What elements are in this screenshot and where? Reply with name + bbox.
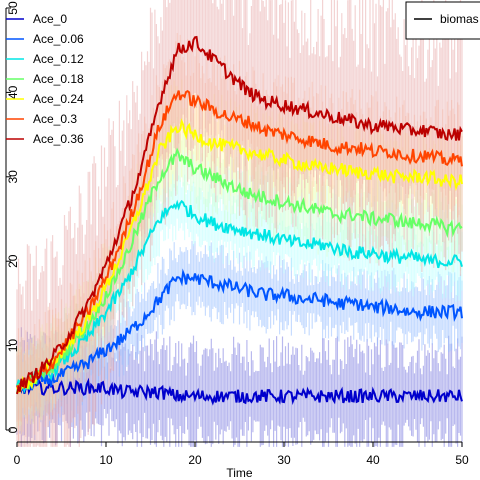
y-tick-label: 40 xyxy=(6,85,20,99)
y-tick-label: 10 xyxy=(6,339,20,353)
x-tick-label: 30 xyxy=(277,453,291,467)
y-tick-label: 0 xyxy=(6,426,20,433)
legend-label: Ace_0.18 xyxy=(33,72,84,86)
y-axis-ticks: 0 10 20 30 40 50 xyxy=(6,1,20,433)
x-tick-label: 20 xyxy=(188,453,202,467)
secondary-legend: biomas xyxy=(405,1,480,40)
y-tick-label: 20 xyxy=(6,254,20,268)
x-tick-label: 40 xyxy=(366,453,380,467)
legend-label: Ace_0.3 xyxy=(33,112,77,126)
series-legend: Ace_0 Ace_0.06 Ace_0.12 Ace_0.18 Ace_0.24 Ace… xyxy=(6,12,84,146)
x-axis-ticks: 0 10 20 30 40 50 xyxy=(14,442,469,467)
axes: 0 10 20 30 40 50 0 10 20 30 40 50 Time xyxy=(5,1,469,480)
series-lines xyxy=(16,35,463,406)
series-line-Ace_0.3 xyxy=(16,90,463,392)
series-line-Ace_0.18 xyxy=(16,147,463,394)
legend-label: Ace_0.24 xyxy=(33,92,84,106)
x-tick-label: 50 xyxy=(455,453,469,467)
y-tick-label: 30 xyxy=(6,170,20,184)
x-axis-label: Time xyxy=(226,466,253,480)
series-line-Ace_0.36 xyxy=(16,35,463,395)
series-line-Ace_0 xyxy=(16,377,463,406)
series-line-Ace_0.06 xyxy=(16,268,463,392)
legend-label: Ace_0 xyxy=(33,12,67,26)
y-tick-label: 50 xyxy=(6,1,20,15)
legend-label: Ace_0.06 xyxy=(33,32,84,46)
x-tick-label: 10 xyxy=(99,453,113,467)
legend-label: Ace_0.36 xyxy=(33,132,84,146)
series-line-Ace_0.12 xyxy=(16,199,463,395)
x-tick-label: 0 xyxy=(14,453,21,467)
series-line-Ace_0.24 xyxy=(16,118,463,393)
secondary-legend-box xyxy=(405,1,480,40)
legend-label: Ace_0.12 xyxy=(33,52,84,66)
secondary-legend-label: biomas xyxy=(440,12,479,26)
